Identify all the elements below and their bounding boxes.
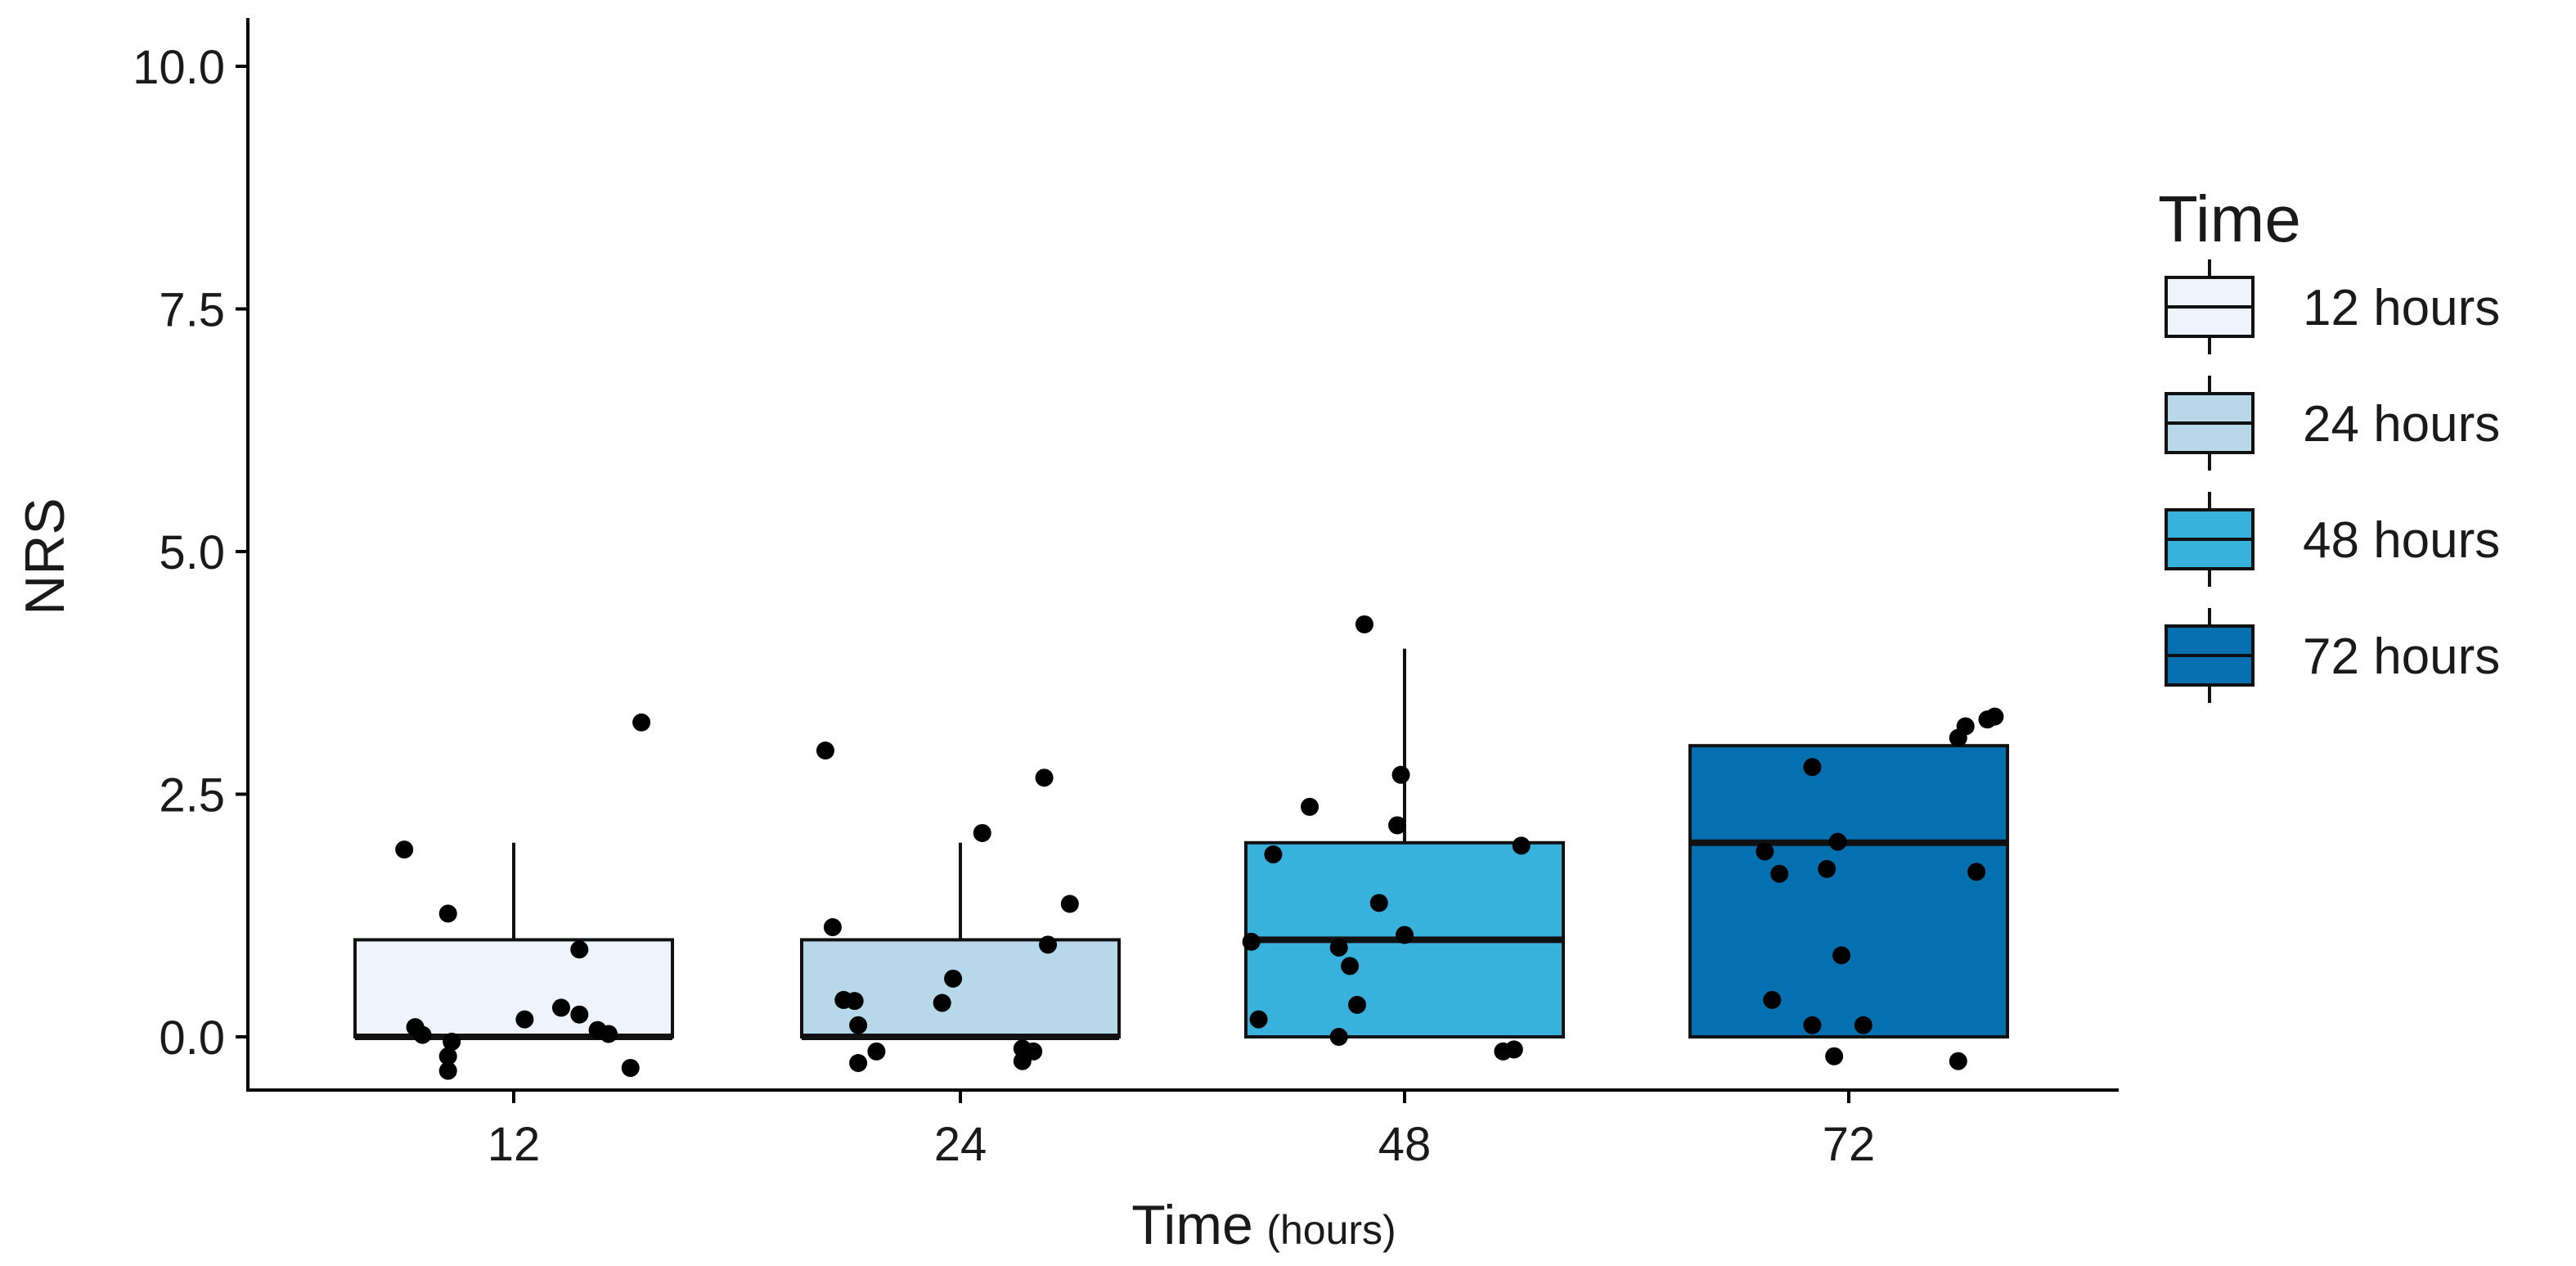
data-point bbox=[1828, 832, 1847, 851]
data-point bbox=[1803, 758, 1822, 777]
data-point bbox=[443, 1032, 461, 1051]
data-point bbox=[599, 1025, 618, 1043]
data-point bbox=[1329, 938, 1348, 957]
box-iqr bbox=[353, 938, 674, 1039]
data-point bbox=[933, 993, 951, 1012]
data-point bbox=[1388, 816, 1407, 835]
box-12-hours bbox=[353, 842, 674, 1040]
legend-item-48-hours: 48 hours bbox=[2165, 492, 2500, 587]
data-point bbox=[1264, 845, 1283, 864]
data-point bbox=[1341, 957, 1360, 975]
x-axis-title-unit: (hours) bbox=[1266, 1207, 1396, 1253]
point-layer bbox=[395, 615, 2004, 1080]
data-point bbox=[438, 1047, 457, 1066]
data-point bbox=[438, 904, 457, 923]
data-point bbox=[1396, 926, 1414, 944]
x-tick-label: 72 bbox=[1823, 1118, 1876, 1171]
data-point bbox=[1854, 1016, 1872, 1034]
data-point bbox=[438, 1061, 457, 1080]
x-axis-title-main: Time bbox=[1131, 1194, 1253, 1256]
data-point bbox=[1818, 859, 1836, 878]
data-point bbox=[1756, 842, 1774, 861]
box-72-hours bbox=[1688, 744, 2009, 1038]
data-point bbox=[413, 1025, 432, 1044]
legend-label: 72 hours bbox=[2303, 628, 2500, 685]
data-point bbox=[823, 917, 842, 936]
y-tick-label: 2.5 bbox=[159, 769, 225, 822]
legend-label: 48 hours bbox=[2303, 512, 2500, 569]
data-point bbox=[1967, 863, 1986, 881]
data-point bbox=[515, 1010, 534, 1029]
data-point bbox=[1949, 1052, 1967, 1070]
data-point bbox=[1039, 935, 1058, 954]
data-point bbox=[632, 713, 651, 732]
data-point bbox=[845, 992, 864, 1011]
data-point bbox=[395, 840, 414, 859]
data-point bbox=[1763, 990, 1782, 1009]
legend-item-24-hours: 24 hours bbox=[2165, 376, 2500, 471]
legend-item-12-hours: 12 hours bbox=[2165, 259, 2500, 354]
data-point bbox=[621, 1058, 640, 1077]
data-point bbox=[849, 1054, 868, 1073]
data-point bbox=[1035, 768, 1054, 787]
data-point bbox=[816, 741, 834, 760]
axes-layer bbox=[246, 18, 2119, 1092]
x-axis-title: Time (hours) bbox=[1131, 1194, 1396, 1256]
x-tick-label: 12 bbox=[488, 1118, 541, 1171]
y-axis-title: NRS bbox=[14, 498, 76, 615]
legend-label: 24 hours bbox=[2303, 396, 2500, 453]
data-point bbox=[867, 1042, 886, 1061]
data-point bbox=[1249, 1010, 1268, 1029]
data-point bbox=[1301, 797, 1319, 816]
data-point bbox=[570, 940, 589, 959]
data-point bbox=[1355, 615, 1373, 633]
y-tick-label: 7.5 bbox=[159, 284, 225, 337]
data-point bbox=[944, 969, 963, 988]
tick-layer: 0.0 2.5 5.0 7.5 10.0 12 24 48 72 bbox=[133, 41, 1875, 1171]
legend-item-72-hours: 72 hours bbox=[2165, 608, 2500, 703]
data-point bbox=[1242, 932, 1261, 951]
data-point bbox=[973, 823, 991, 842]
data-point bbox=[1956, 717, 1975, 736]
data-point bbox=[849, 1016, 868, 1034]
box-iqr bbox=[1688, 744, 2009, 1038]
data-point bbox=[1512, 836, 1531, 855]
data-point bbox=[1770, 864, 1789, 883]
y-tick-label: 10.0 bbox=[133, 41, 225, 94]
data-point bbox=[1504, 1040, 1523, 1059]
y-tick-label: 5.0 bbox=[159, 526, 225, 579]
legend: Time 12 hours 24 hours 48 hours 72 hours bbox=[2158, 182, 2500, 703]
data-point bbox=[1832, 946, 1851, 965]
data-point bbox=[570, 1005, 589, 1024]
x-tick-label: 24 bbox=[934, 1118, 987, 1171]
box-iqr bbox=[800, 938, 1121, 1039]
legend-items: 12 hours 24 hours 48 hours 72 hours bbox=[2165, 259, 2500, 703]
data-point bbox=[551, 998, 570, 1017]
data-point bbox=[1803, 1016, 1822, 1034]
data-point bbox=[1329, 1028, 1348, 1046]
data-point bbox=[1369, 894, 1388, 912]
data-point bbox=[1985, 707, 2004, 726]
data-point bbox=[1825, 1047, 1844, 1066]
data-point bbox=[1391, 765, 1410, 784]
legend-title: Time bbox=[2158, 182, 2301, 255]
x-tick-label: 48 bbox=[1378, 1118, 1432, 1171]
data-point bbox=[1060, 894, 1079, 913]
y-tick-label: 0.0 bbox=[159, 1011, 225, 1065]
box-layer bbox=[353, 648, 2009, 1040]
data-point bbox=[1348, 995, 1367, 1014]
data-point bbox=[1024, 1042, 1043, 1061]
legend-label: 12 hours bbox=[2303, 280, 2500, 336]
